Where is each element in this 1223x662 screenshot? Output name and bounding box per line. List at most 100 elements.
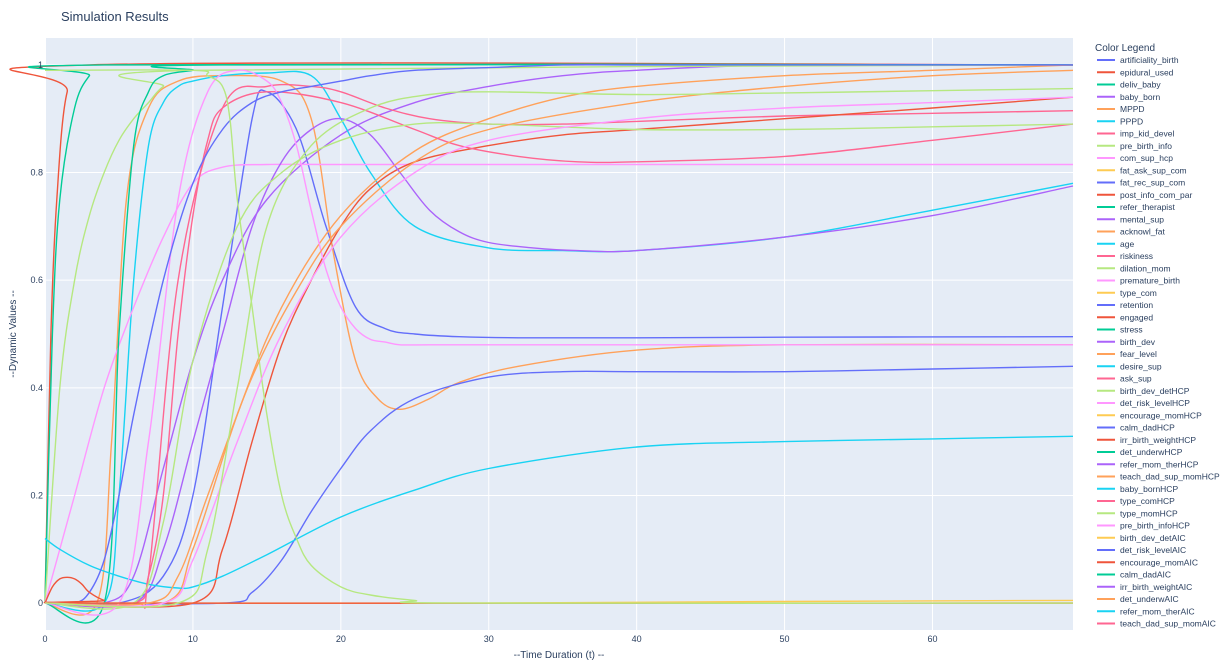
series-line-com-sup-hcp[interactable]: [44, 163, 1073, 604]
legend-item[interactable]: MPPD: [1097, 104, 1145, 114]
legend-title: Color Legend: [1095, 43, 1155, 54]
series-line-imp-kid-devel[interactable]: [44, 83, 1074, 609]
legend-item[interactable]: retention: [1097, 300, 1153, 310]
legend-item[interactable]: baby_born: [1097, 92, 1160, 102]
legend-item[interactable]: refer_mom_therHCP: [1097, 459, 1199, 469]
legend-item[interactable]: type_momHCP: [1097, 508, 1178, 518]
chart-title: Simulation Results: [61, 9, 169, 24]
legend-label: encourage_momAIC: [1120, 557, 1198, 567]
legend-label: PPPD: [1120, 116, 1143, 126]
legend-item[interactable]: fear_level: [1097, 349, 1157, 359]
series-line-acknowl-fat[interactable]: [44, 64, 1074, 608]
series-line-dilation-mom[interactable]: [44, 121, 1074, 610]
series-line-fat-rec-sup-com[interactable]: [44, 365, 1074, 605]
legend-item[interactable]: calm_dadAIC: [1097, 570, 1171, 580]
legend-item[interactable]: riskiness: [1097, 251, 1153, 261]
x-tick-label: 60: [927, 634, 937, 644]
legend-label: stress: [1120, 325, 1143, 335]
series-line-post-info-com-par[interactable]: [44, 96, 1074, 608]
legend-item[interactable]: fat_ask_sup_com: [1097, 165, 1187, 175]
y-tick-labels: 0 0.2 0.4 0.6 0.8 1: [30, 60, 43, 608]
legend-label: teach_dad_sup_momAIC: [1120, 619, 1216, 629]
series-line-birth-dev-dethcp[interactable]: [44, 87, 1074, 608]
legend-label: fat_ask_sup_com: [1120, 165, 1187, 175]
legend-item[interactable]: pre_birth_info: [1097, 141, 1172, 151]
legend-item[interactable]: birth_dev_detHCP: [1097, 386, 1190, 396]
legend-item[interactable]: birth_dev_detAIC: [1097, 533, 1186, 543]
legend-item[interactable]: imp_kid_devel: [1097, 129, 1174, 139]
legend-item[interactable]: encourage_momHCP: [1097, 410, 1202, 420]
series-line-type-momhcp[interactable]: [44, 69, 1074, 604]
y-tick-label: 1: [38, 60, 43, 70]
legend-label: pre_birth_infoHCP: [1120, 521, 1190, 531]
x-tick-label: 40: [632, 634, 642, 644]
legend-item[interactable]: det_risk_levelAIC: [1097, 545, 1186, 555]
legend-label: artificiality_birth: [1120, 55, 1179, 65]
legend-item[interactable]: com_sup_hcp: [1097, 153, 1173, 163]
legend-item[interactable]: premature_birth: [1097, 276, 1180, 286]
legend[interactable]: artificiality_birth epidural_used deliv_ba…: [1097, 55, 1220, 629]
legend-label: ask_sup: [1120, 374, 1152, 384]
legend-item[interactable]: artificiality_birth: [1097, 55, 1179, 65]
legend-label: fear_level: [1120, 349, 1157, 359]
legend-label: encourage_momHCP: [1120, 410, 1202, 420]
legend-label: retention: [1120, 300, 1153, 310]
legend-item[interactable]: post_info_com_par: [1097, 190, 1192, 200]
y-tick-label: 0.8: [30, 168, 43, 178]
legend-item[interactable]: det_risk_levelHCP: [1097, 398, 1190, 408]
legend-item[interactable]: epidural_used: [1097, 67, 1174, 77]
series-line-mental-sup[interactable]: [44, 117, 1074, 608]
legend-label: det_risk_levelHCP: [1120, 398, 1190, 408]
series-line-mppd[interactable]: [44, 74, 1074, 616]
legend-item[interactable]: irr_birth_weightAIC: [1097, 582, 1192, 592]
legend-label: riskiness: [1120, 251, 1153, 261]
legend-item[interactable]: det_underwHCP: [1097, 447, 1183, 457]
series-line-premature-birth[interactable]: [44, 69, 1073, 616]
series-line-pre-birth-infohcp[interactable]: [44, 96, 1074, 607]
legend-label: refer_mom_therHCP: [1120, 459, 1199, 469]
legend-item[interactable]: age: [1097, 239, 1134, 249]
series-line-epidural-used[interactable]: [9, 62, 1074, 604]
legend-item[interactable]: type_com: [1097, 288, 1157, 298]
legend-label: calm_dadHCP: [1120, 423, 1175, 433]
legend-label: MPPD: [1120, 104, 1145, 114]
legend-label: age: [1120, 239, 1134, 249]
legend-item[interactable]: teach_dad_sup_momAIC: [1097, 619, 1216, 629]
legend-label: refer_therapist: [1120, 202, 1175, 212]
legend-label: type_momHCP: [1120, 508, 1178, 518]
legend-item[interactable]: dilation_mom: [1097, 263, 1171, 273]
legend-item[interactable]: pre_birth_infoHCP: [1097, 521, 1190, 531]
series-layer: [9, 62, 1074, 624]
legend-item[interactable]: engaged: [1097, 312, 1153, 322]
legend-item[interactable]: encourage_momAIC: [1097, 557, 1198, 567]
legend-item[interactable]: teach_dad_sup_momHCP: [1097, 472, 1220, 482]
legend-item[interactable]: refer_therapist: [1097, 202, 1175, 212]
y-axis-label: --Dynamic Values --: [8, 290, 19, 378]
series-line-riskiness[interactable]: [44, 91, 1074, 606]
legend-item[interactable]: mental_sup: [1097, 214, 1164, 224]
legend-item[interactable]: acknowl_fat: [1097, 227, 1166, 237]
series-line-teach-dad-sup-momhcp[interactable]: [44, 69, 1074, 606]
legend-item[interactable]: type_comHCP: [1097, 496, 1175, 506]
legend-label: calm_dadAIC: [1120, 570, 1171, 580]
series-line-artificiality-birth[interactable]: [44, 89, 1074, 606]
series-line-refer-therapist[interactable]: [44, 63, 1074, 624]
legend-item[interactable]: refer_mom_therAIC: [1097, 606, 1195, 616]
series-line-baby-born[interactable]: [44, 63, 1074, 606]
legend-item[interactable]: stress: [1097, 325, 1143, 335]
legend-item[interactable]: PPPD: [1097, 116, 1143, 126]
legend-item[interactable]: ask_sup: [1097, 374, 1152, 384]
legend-item[interactable]: calm_dadHCP: [1097, 423, 1175, 433]
legend-item[interactable]: desire_sup: [1097, 361, 1162, 371]
legend-item[interactable]: fat_rec_sup_com: [1097, 178, 1185, 188]
legend-item[interactable]: det_underwAIC: [1097, 594, 1179, 604]
legend-item[interactable]: deliv_baby: [1097, 80, 1161, 90]
legend-item[interactable]: irr_birth_weightHCP: [1097, 435, 1196, 445]
series-line-age[interactable]: [44, 435, 1074, 590]
series-line-retention[interactable]: [44, 64, 1073, 605]
x-tick-label: 30: [484, 634, 494, 644]
legend-item[interactable]: baby_bornHCP: [1097, 484, 1178, 494]
legend-item[interactable]: birth_dev: [1097, 337, 1156, 347]
y-tick-label: 0: [38, 598, 43, 608]
